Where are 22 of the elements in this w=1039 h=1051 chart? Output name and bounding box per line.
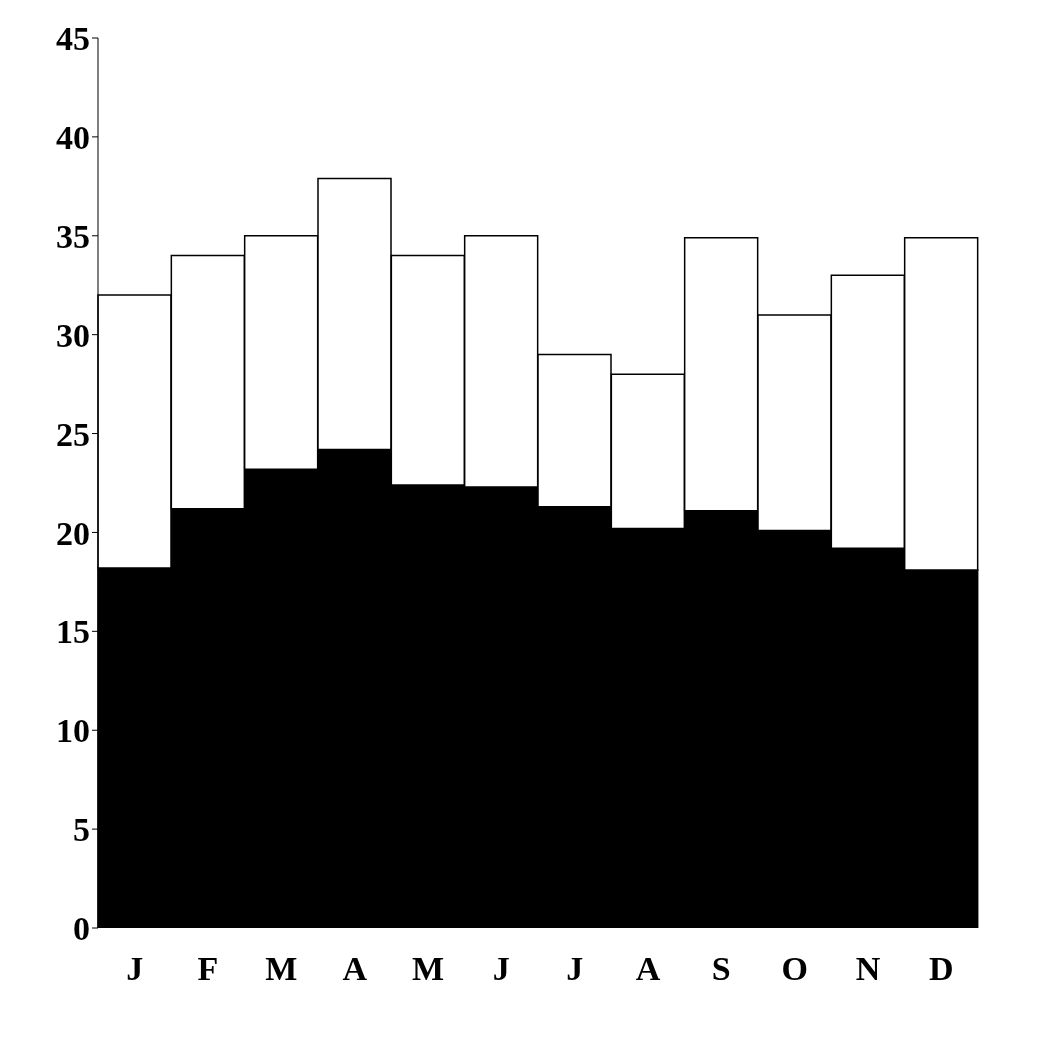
y-tick-label: 15 [56, 613, 90, 651]
x-tick-label: O [781, 950, 808, 988]
x-tick-label: N [855, 950, 881, 988]
x-tick-label: A [342, 950, 368, 988]
y-tick-label: 45 [56, 20, 90, 58]
x-tick-label: F [197, 950, 219, 988]
x-tick-label: J [566, 950, 584, 988]
y-tick-label: 0 [73, 910, 90, 948]
x-tick-label: J [492, 950, 510, 988]
y-tick-label: 25 [56, 415, 90, 453]
y-tick-label: 5 [73, 811, 90, 849]
x-tick-label: S [711, 950, 731, 988]
x-tick-label: J [126, 950, 144, 988]
x-tick-label: A [635, 950, 661, 988]
y-tick-label: 35 [56, 217, 90, 255]
x-tick-label: M [411, 950, 445, 988]
x-tick-label: D [929, 950, 954, 988]
y-tick-label: 10 [56, 712, 90, 750]
y-tick-label: 30 [56, 316, 90, 354]
y-tick-label: 40 [56, 118, 90, 156]
y-tick-label: 20 [56, 514, 90, 552]
x-tick-label: M [265, 950, 298, 988]
